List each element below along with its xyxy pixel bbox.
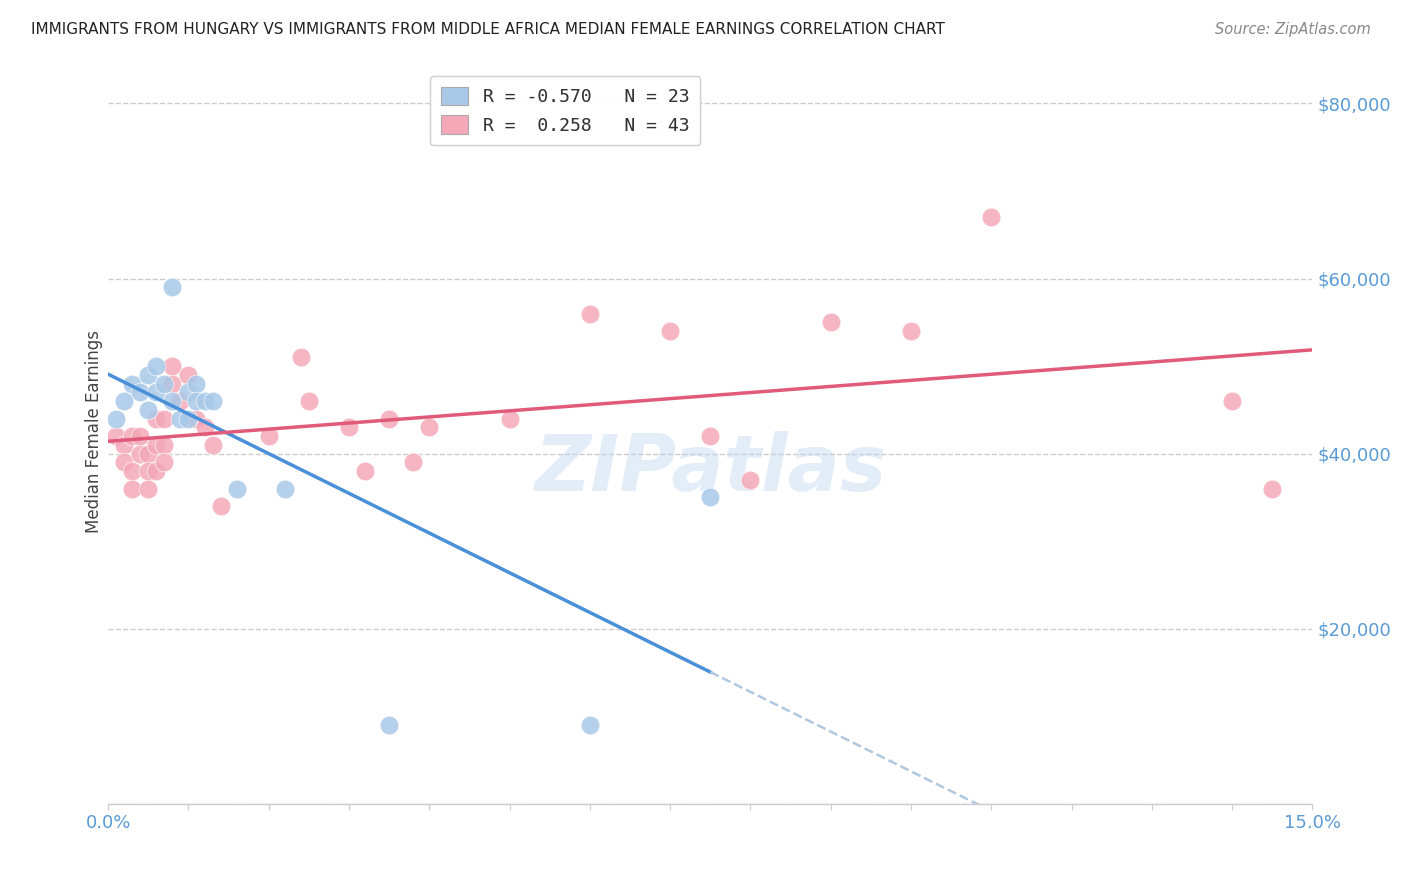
Point [225,482,247,496]
Point [659,324,682,338]
Point [112,455,135,469]
Point [699,491,721,505]
Point [162,394,184,409]
Text: ZIPatlas: ZIPatlas [534,431,886,507]
Point [121,429,143,443]
Point [105,411,128,425]
Point [418,420,440,434]
Point [337,420,360,434]
Point [209,500,232,514]
Point [129,385,152,400]
Point [153,411,176,425]
Point [193,420,215,434]
Point [145,385,167,400]
Point [145,359,167,373]
Point [201,394,224,409]
Legend: R = -0.570   N = 23, R =  0.258   N = 43: R = -0.570 N = 23, R = 0.258 N = 43 [430,76,700,145]
Point [177,368,200,382]
Point [378,718,401,732]
Point [145,464,167,478]
Point [129,447,152,461]
Point [186,376,208,391]
Point [402,455,425,469]
Point [121,482,143,496]
Point [112,394,135,409]
Point [136,464,159,478]
Point [169,411,191,425]
Point [177,411,200,425]
Point [136,447,159,461]
Point [136,368,159,382]
Point [820,315,842,329]
Point [186,394,208,409]
Point [579,718,602,732]
Point [162,376,184,391]
Point [378,411,401,425]
Point [1261,482,1284,496]
Point [121,464,143,478]
Point [740,473,762,487]
Point [153,455,176,469]
Point [699,429,721,443]
Point [498,411,520,425]
Point [162,359,184,373]
Point [354,464,377,478]
Point [177,385,200,400]
Point [121,376,143,391]
Point [900,324,922,338]
Point [201,438,224,452]
Point [290,351,312,365]
Point [980,211,1002,225]
Point [162,280,184,294]
Point [193,394,215,409]
Point [186,411,208,425]
Point [153,438,176,452]
Point [145,438,167,452]
Point [274,482,297,496]
Point [136,403,159,417]
Point [105,429,128,443]
Point [153,376,176,391]
Point [145,411,167,425]
Point [169,394,191,409]
Point [579,307,602,321]
Text: IMMIGRANTS FROM HUNGARY VS IMMIGRANTS FROM MIDDLE AFRICA MEDIAN FEMALE EARNINGS : IMMIGRANTS FROM HUNGARY VS IMMIGRANTS FR… [31,22,945,37]
Point [298,394,321,409]
Point [257,429,280,443]
Point [129,429,152,443]
Point [112,438,135,452]
Point [136,482,159,496]
Text: Source: ZipAtlas.com: Source: ZipAtlas.com [1215,22,1371,37]
Point [1220,394,1243,409]
Y-axis label: Median Female Earnings: Median Female Earnings [86,330,103,533]
